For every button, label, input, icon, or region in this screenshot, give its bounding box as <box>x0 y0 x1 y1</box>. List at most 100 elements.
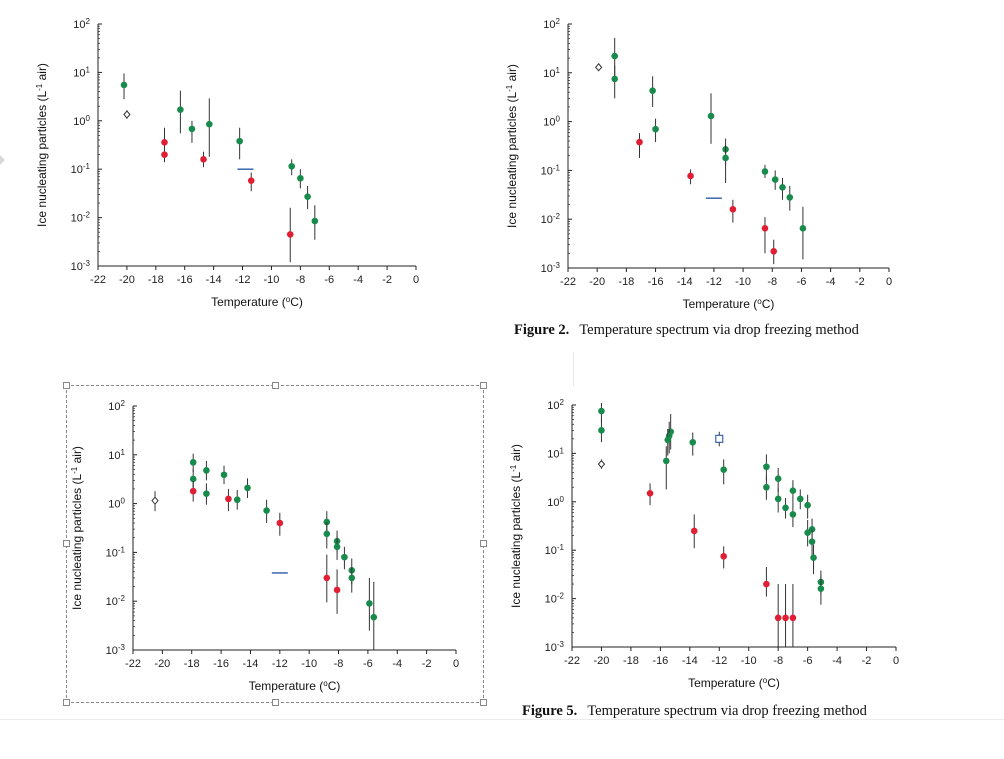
resize-handle-se[interactable] <box>480 699 487 706</box>
y-tick-exponent: 0 <box>556 114 561 123</box>
resize-handle-nw[interactable] <box>63 382 70 389</box>
x-axis-title: Temperature (oC) <box>211 295 303 310</box>
x-axis-title: Temperature (oC) <box>249 679 341 694</box>
red-data-point <box>161 138 168 146</box>
y-tick-exponent: 1 <box>560 446 565 455</box>
open-diamond-data-point <box>123 110 131 119</box>
green-data-point <box>341 553 348 561</box>
green-data-point <box>799 225 807 232</box>
x-tick-label: -18 <box>618 276 634 288</box>
green-data-point <box>796 495 804 503</box>
y-tick-exponent: -2 <box>557 591 565 600</box>
green-data-point <box>782 504 789 512</box>
y-tick-exponent: -3 <box>557 640 565 649</box>
y-tick-label: 101 <box>73 65 90 80</box>
green-data-point <box>203 467 210 474</box>
green-data-point <box>323 530 331 538</box>
green-data-point <box>720 466 727 474</box>
chart-bottom-right: 102 101 100 10-1 10-2 10-3 -22 -20 -18 -16 -14 -12-… <box>509 385 920 695</box>
x-tick-label: -6 <box>324 274 334 286</box>
red-data-point <box>774 614 782 622</box>
open-diamond-data-point <box>597 459 606 469</box>
x-tick-label: -4 <box>392 658 402 670</box>
green-data-point <box>722 154 729 162</box>
y-tick-label: 10-1 <box>545 543 565 558</box>
x-tick-label: 0 <box>893 655 899 667</box>
x-tick-label: -6 <box>797 276 807 288</box>
y-tick-exponent: 0 <box>121 496 126 505</box>
x-tick-label: -14 <box>206 274 222 286</box>
green-data-point <box>348 574 356 582</box>
green-data-point <box>789 487 797 494</box>
y-tick-label: 10-3 <box>545 640 565 655</box>
x-tick-label: -20 <box>119 274 135 286</box>
divider <box>573 352 574 386</box>
x-tick-label: -20 <box>154 658 170 670</box>
resize-handle-ne[interactable] <box>480 382 487 389</box>
resize-handle-sw[interactable] <box>63 699 70 706</box>
chart-top-left: 102 101 100 10-1 10-2 10-3 -22 -20 -18 -16 -14 -12-… <box>20 10 440 320</box>
red-data-point <box>729 205 737 213</box>
green-data-point <box>288 162 295 170</box>
y-tick-label: 10-2 <box>545 591 565 606</box>
resize-handle-s[interactable] <box>272 699 279 706</box>
green-data-point <box>263 507 270 514</box>
x-tick-label: -12 <box>711 655 727 667</box>
green-data-point <box>689 438 697 446</box>
green-data-point <box>188 125 196 133</box>
x-tick-label: -22 <box>560 276 576 288</box>
y-tick-exponent: -1 <box>83 162 91 171</box>
figure-2-caption-overflow <box>514 338 906 346</box>
red-data-point <box>720 552 727 560</box>
y-tick-label: 100 <box>547 494 564 509</box>
y-tick-exponent: 0 <box>86 113 91 122</box>
x-tick-label: -10 <box>735 276 751 288</box>
green-data-point <box>789 511 797 518</box>
x-tick-label: -2 <box>855 276 865 288</box>
green-data-point <box>774 475 782 483</box>
y-tick-label: 102 <box>73 17 90 32</box>
y-tick-exponent: -2 <box>118 594 126 603</box>
red-data-point <box>276 519 284 527</box>
resize-handle-n[interactable] <box>272 382 279 389</box>
y-tick-exponent: -3 <box>553 261 561 270</box>
green-data-point <box>707 112 715 120</box>
y-tick-label: 100 <box>108 496 125 511</box>
green-data-point <box>611 52 618 60</box>
x-tick-label: -22 <box>564 655 580 667</box>
green-data-point <box>761 168 769 175</box>
x-tick-label: 0 <box>886 276 892 288</box>
x-tick-label: -16 <box>177 274 193 286</box>
red-data-point <box>782 614 789 622</box>
green-data-point <box>323 518 331 526</box>
selection-frame[interactable] <box>63 382 487 706</box>
red-data-point <box>789 614 797 622</box>
y-tick-label: 10-3 <box>541 261 561 276</box>
x-tick-label: -8 <box>767 276 777 288</box>
red-data-point <box>636 138 643 146</box>
x-tick-label: -22 <box>90 274 106 286</box>
x-tick-label: -18 <box>148 274 164 286</box>
green-data-point <box>611 75 618 83</box>
chart-bottom-left[interactable]: 102 101 100 10-1 10-2 10-3 -22 -20 -18 -16 -14 -12-… <box>70 390 480 695</box>
resize-handle-w[interactable] <box>63 540 70 547</box>
x-tick-label: -2 <box>382 274 392 286</box>
x-tick-label: -10 <box>741 655 757 667</box>
x-tick-label: -4 <box>353 274 363 286</box>
chart-top-right: 102 101 100 10-1 10-2 10-3 -22 -20 -18 -16 -14 -12-… <box>505 10 905 320</box>
red-data-point <box>770 247 778 255</box>
open-diamond-data-point <box>151 496 159 505</box>
red-data-point <box>333 586 341 594</box>
y-tick-label: 10-2 <box>71 210 91 225</box>
y-tick-exponent: -1 <box>118 545 126 554</box>
resize-handle-e[interactable] <box>480 540 487 547</box>
page-divider <box>0 719 1004 720</box>
x-tick-label: -14 <box>682 655 698 667</box>
green-data-point <box>662 457 670 465</box>
red-data-point <box>763 580 770 588</box>
green-data-point <box>779 184 786 191</box>
red-data-point <box>225 495 232 503</box>
figure-2-number: Figure 2. <box>514 322 570 338</box>
